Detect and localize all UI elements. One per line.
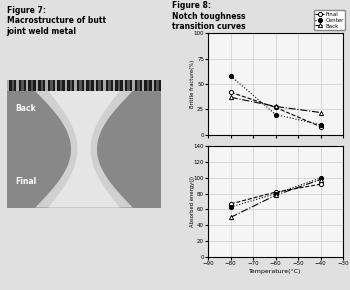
- Bar: [7, 91, 161, 208]
- Bar: [60, 80, 62, 91]
- Text: Figure 8:
Notch toughness
transition curves: Figure 8: Notch toughness transition cur…: [172, 1, 245, 31]
- Bar: [98, 80, 101, 91]
- Bar: [74, 80, 77, 91]
- Y-axis label: Brittle fracture(%): Brittle fracture(%): [190, 60, 195, 108]
- Bar: [46, 80, 48, 91]
- Bar: [156, 80, 159, 91]
- Bar: [89, 80, 91, 91]
- Bar: [55, 80, 57, 91]
- Bar: [118, 80, 120, 91]
- Bar: [142, 80, 144, 91]
- Bar: [152, 80, 154, 91]
- Bar: [84, 80, 86, 91]
- Bar: [103, 80, 106, 91]
- Bar: [122, 80, 125, 91]
- Text: Final: Final: [15, 177, 36, 186]
- Bar: [65, 80, 67, 91]
- Y-axis label: Absorbed energy(J): Absorbed energy(J): [190, 176, 195, 227]
- Polygon shape: [35, 91, 133, 208]
- Bar: [132, 80, 135, 91]
- Bar: [147, 80, 149, 91]
- Bar: [79, 80, 82, 91]
- Bar: [127, 80, 130, 91]
- Bar: [7, 80, 9, 91]
- Bar: [12, 80, 14, 91]
- Bar: [50, 80, 52, 91]
- Bar: [36, 80, 38, 91]
- Legend: Final, Center, Back: Final, Center, Back: [314, 10, 345, 30]
- Bar: [26, 80, 28, 91]
- X-axis label: Temperature(°C): Temperature(°C): [250, 269, 302, 273]
- Bar: [31, 80, 33, 91]
- Bar: [21, 80, 24, 91]
- Bar: [16, 80, 19, 91]
- Bar: [70, 80, 72, 91]
- Bar: [137, 80, 140, 91]
- Bar: [41, 80, 43, 91]
- Bar: [108, 80, 111, 91]
- Polygon shape: [48, 91, 120, 208]
- Bar: [7, 80, 161, 208]
- Text: Figure 7:
Macrostructure of butt
joint weld metal: Figure 7: Macrostructure of butt joint w…: [7, 6, 106, 36]
- Bar: [94, 80, 96, 91]
- Bar: [113, 80, 116, 91]
- Text: Back: Back: [15, 104, 35, 113]
